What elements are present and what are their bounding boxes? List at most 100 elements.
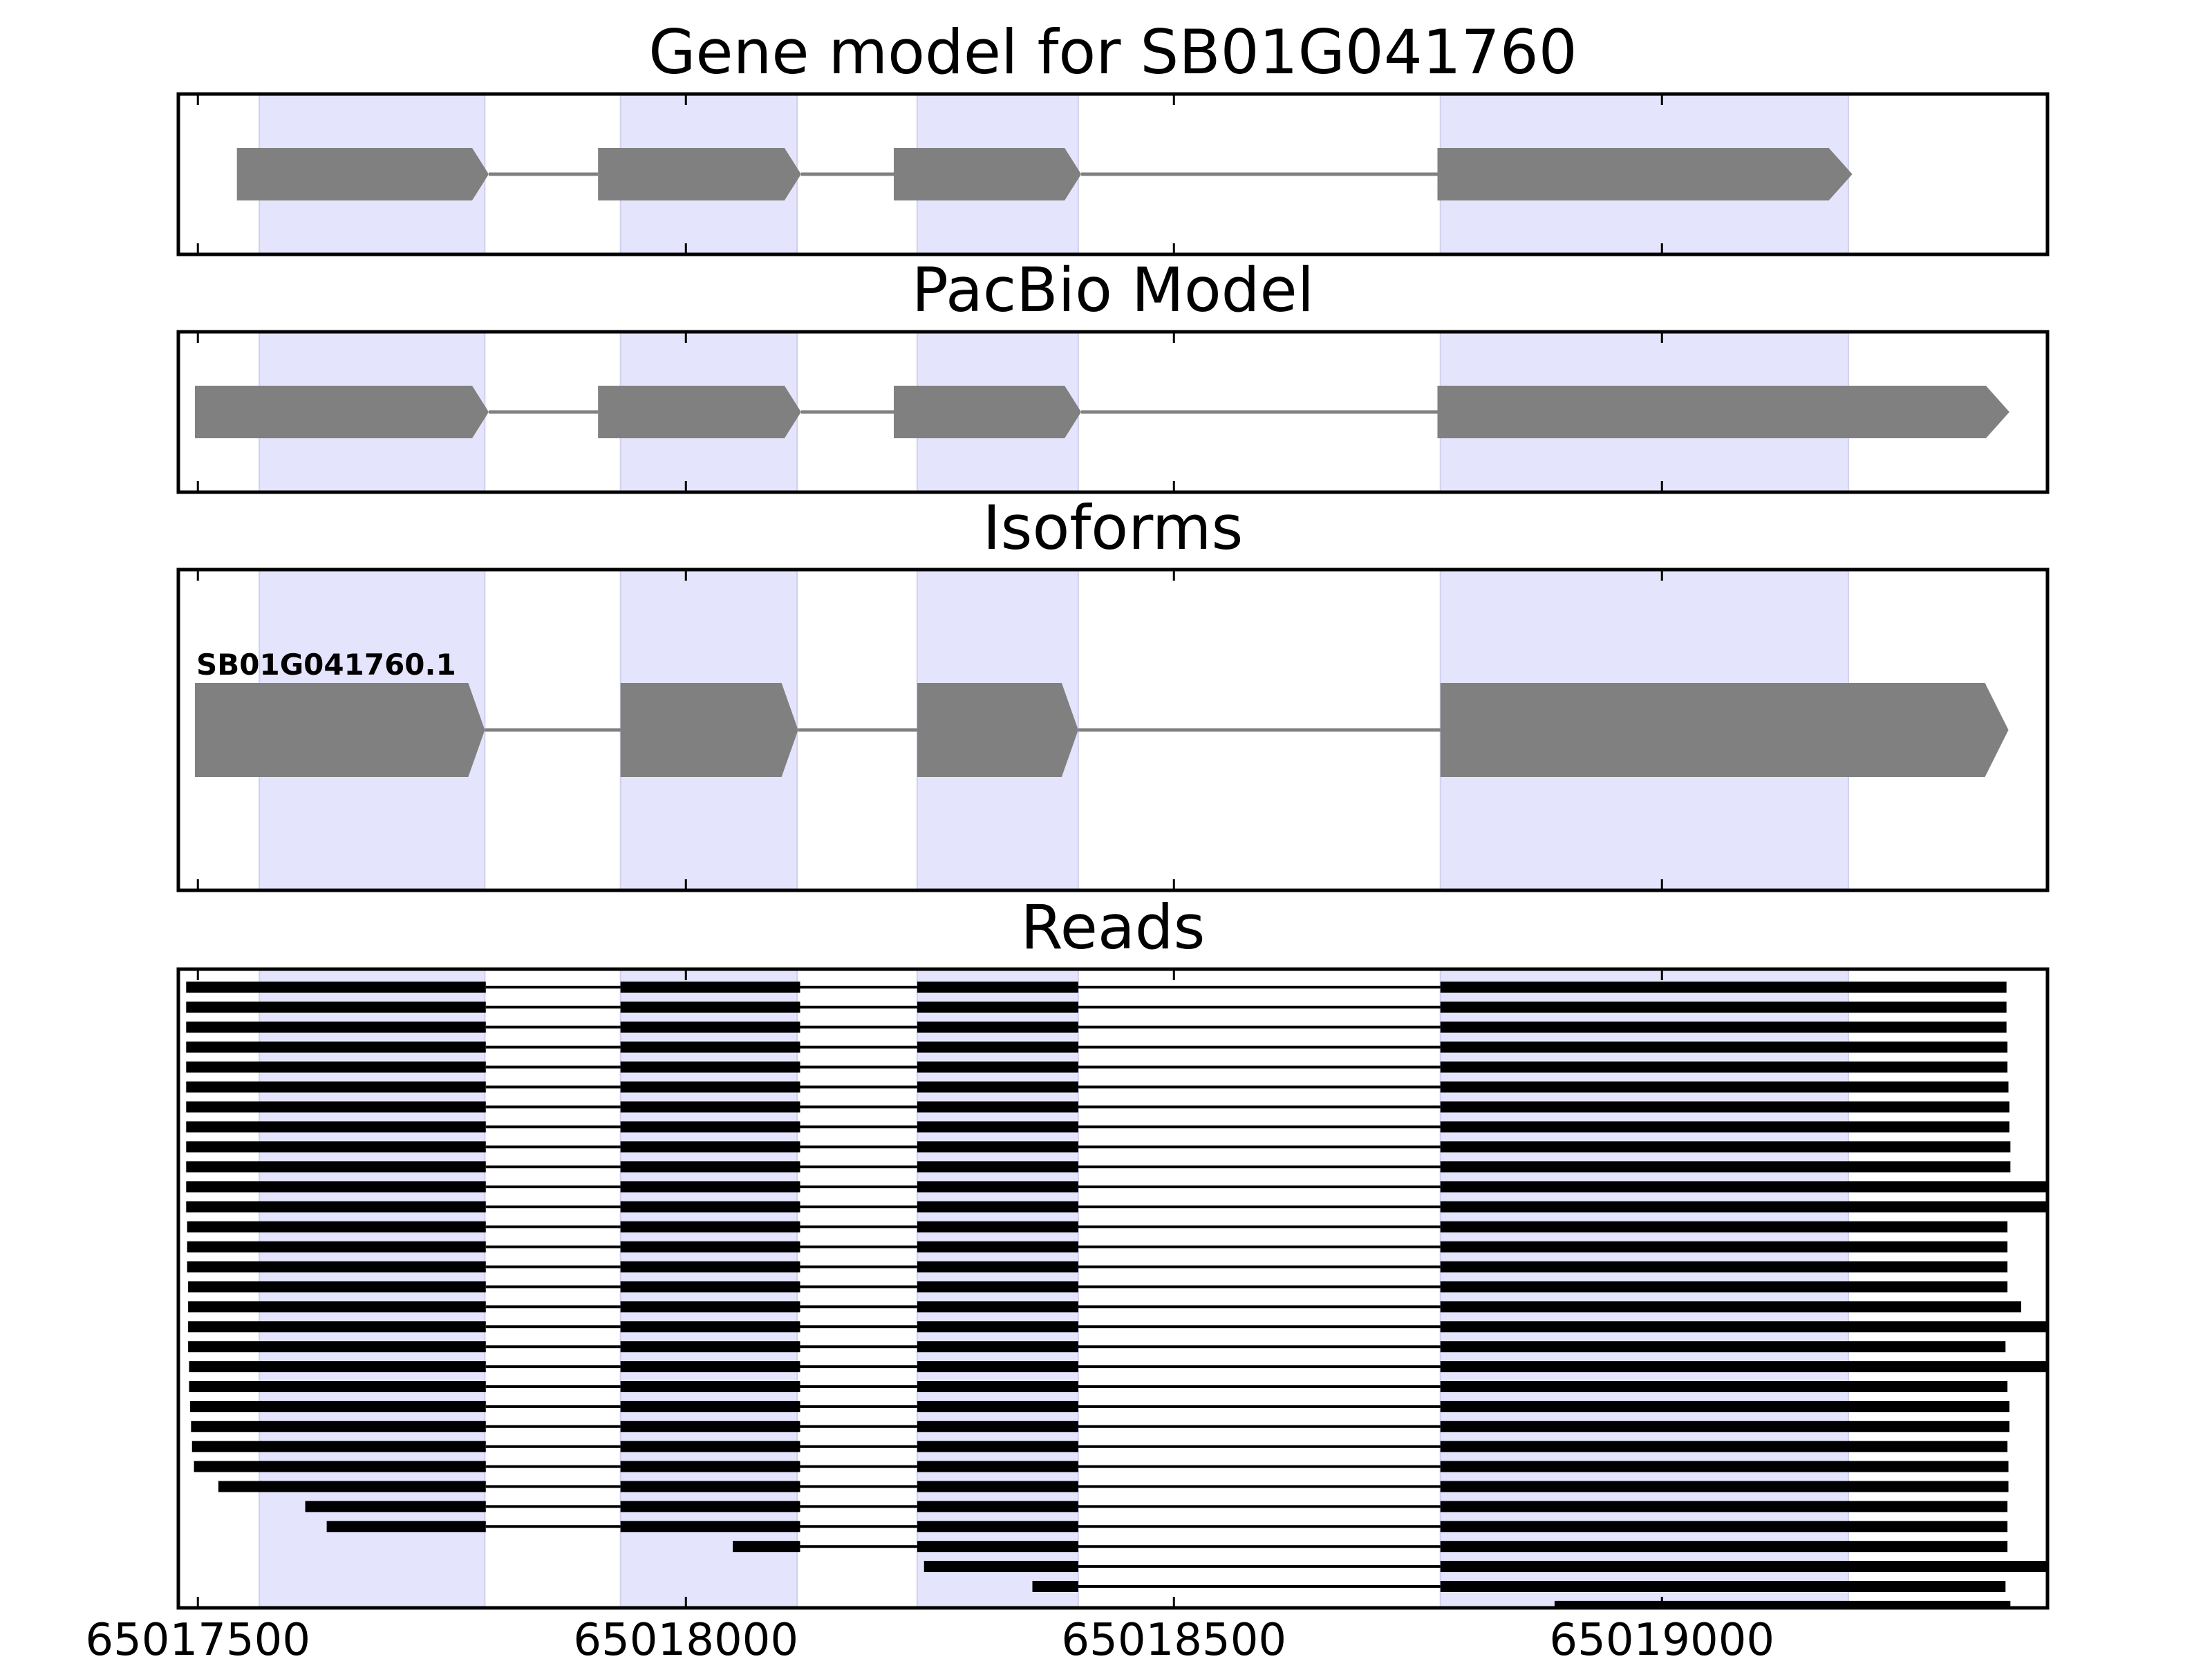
read-block (917, 1361, 1078, 1373)
read-block (917, 1181, 1078, 1192)
read-block (620, 1181, 800, 1192)
read-block (620, 1501, 800, 1512)
read-block (186, 982, 486, 993)
read-block (620, 982, 800, 993)
read-block (194, 1461, 486, 1472)
read-block (186, 1201, 486, 1212)
read-block (917, 1141, 1078, 1153)
read-block (620, 1221, 800, 1232)
exon (236, 148, 489, 200)
read (305, 1501, 2008, 1512)
read-block (733, 1541, 800, 1553)
read-block (917, 1501, 1078, 1512)
read-block (620, 1281, 800, 1293)
read-block (917, 1001, 1078, 1013)
read-block (917, 1201, 1078, 1212)
read-block (620, 1321, 800, 1333)
read (187, 1241, 2008, 1253)
panel-content (195, 386, 2009, 438)
panel-content (186, 982, 2047, 1608)
read-block (620, 1061, 800, 1073)
read-block (1440, 1361, 2047, 1373)
read-block (917, 1101, 1078, 1113)
read-block (917, 1341, 1078, 1353)
read (194, 1461, 2009, 1472)
read-block (620, 1400, 800, 1412)
read-block (917, 1421, 1078, 1432)
read-block (620, 1441, 800, 1452)
read-block (1440, 1241, 2008, 1253)
read-block (620, 1241, 800, 1253)
panel-frame (176, 568, 2050, 892)
read (187, 1261, 2008, 1273)
read-block (917, 1281, 1078, 1293)
read-block (1440, 1581, 2006, 1592)
read-block (191, 1441, 486, 1452)
read-block (1440, 1301, 2021, 1313)
read-block (1440, 1061, 2008, 1073)
read (186, 1041, 2008, 1053)
read-block (620, 1121, 800, 1133)
read-block (620, 1521, 800, 1533)
read-block (188, 1341, 486, 1353)
read (189, 1381, 2008, 1392)
read-block (1440, 1321, 2047, 1333)
read-block (620, 1081, 800, 1093)
read-block (1440, 1421, 2009, 1432)
read (186, 1021, 2007, 1033)
read-block (917, 1541, 1078, 1553)
read-block (917, 1061, 1078, 1073)
read-block (620, 1461, 800, 1472)
read-block (1440, 1001, 2007, 1013)
read-block (186, 1081, 486, 1093)
read (186, 982, 2007, 993)
read-block (186, 1041, 486, 1053)
read-block (187, 1241, 486, 1253)
isoform-label: SB01G041760.1 (196, 648, 456, 682)
read (1032, 1581, 2006, 1592)
read-block (1440, 1021, 2007, 1033)
read-block (1440, 1441, 2008, 1452)
read-block (1440, 982, 2007, 993)
read-block (1440, 1521, 2008, 1533)
read-block (620, 1261, 800, 1273)
read-block (188, 1301, 486, 1313)
panel-title: Reads (1021, 892, 1206, 963)
read (218, 1481, 2009, 1492)
read-block (1440, 1201, 2047, 1212)
read-block (1440, 1341, 2006, 1353)
read-block (189, 1381, 486, 1392)
read-block (917, 1221, 1078, 1232)
read-block (1440, 1121, 2009, 1133)
read (188, 1301, 2021, 1313)
read (186, 1121, 2009, 1133)
read (186, 1201, 2047, 1212)
read (186, 1181, 2047, 1192)
read-block (1440, 1041, 2008, 1053)
exon (598, 148, 801, 200)
read-block (917, 1481, 1078, 1492)
read-block (1440, 1400, 2009, 1412)
read-block (191, 1421, 486, 1432)
read-block (1440, 1101, 2009, 1113)
read-block (620, 1161, 800, 1173)
read (191, 1441, 2008, 1452)
read-block (1440, 1081, 2009, 1093)
read (187, 1221, 2008, 1232)
read-block (1440, 1461, 2009, 1472)
read (188, 1281, 2008, 1293)
read-block (1440, 1261, 2008, 1273)
read-block (186, 1161, 486, 1173)
read (733, 1541, 2008, 1553)
exon (1437, 148, 1853, 200)
read-block (917, 1261, 1078, 1273)
read-block (186, 1001, 486, 1013)
read-block (917, 1461, 1078, 1472)
read-block (187, 1221, 486, 1232)
read-block (620, 1481, 800, 1492)
read-block (620, 1301, 800, 1313)
read-block (305, 1501, 486, 1512)
read-block (186, 1121, 486, 1133)
read-block (186, 1141, 486, 1153)
